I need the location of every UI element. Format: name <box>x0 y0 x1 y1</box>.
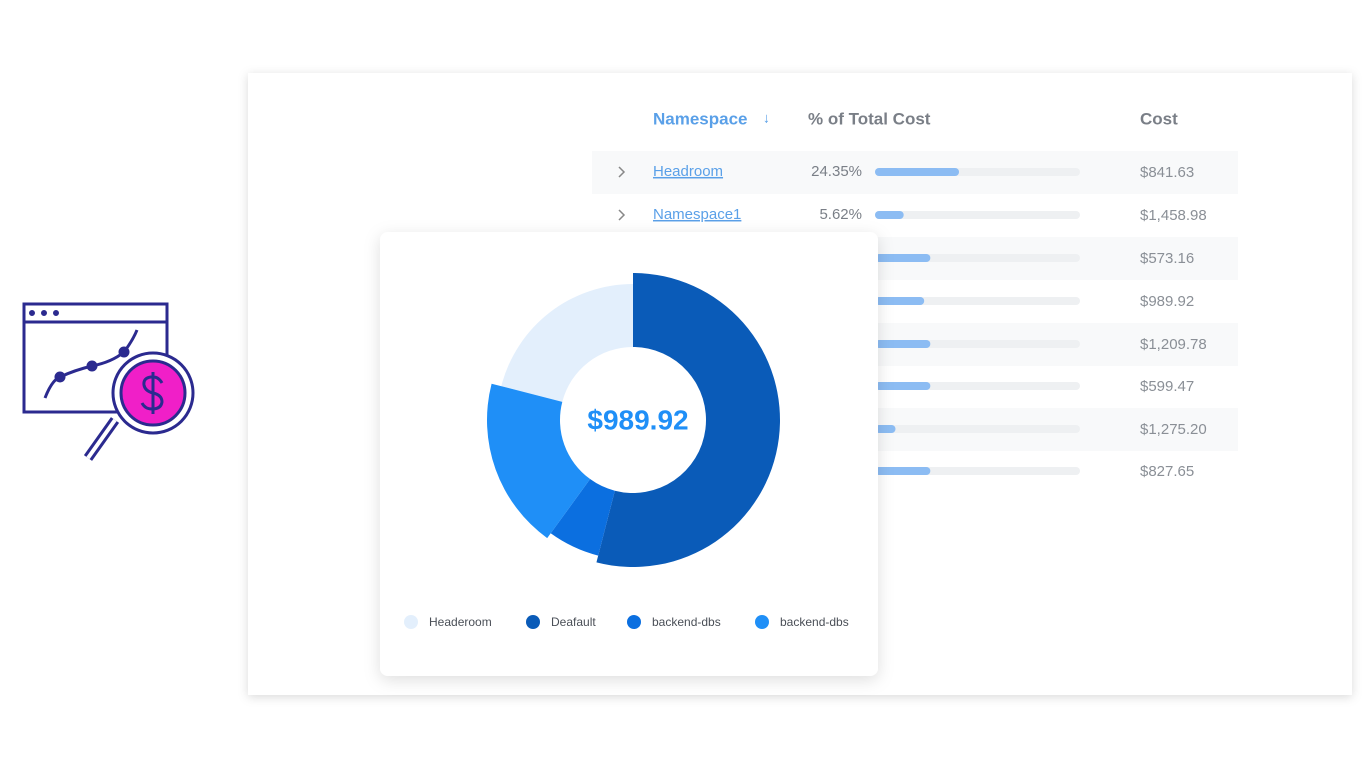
legend-swatch <box>526 615 540 629</box>
legend-swatch <box>755 615 769 629</box>
header-cost: Cost <box>1140 109 1178 128</box>
bar-track <box>875 211 1080 219</box>
sort-icon: ↓ <box>763 110 770 126</box>
header-percent: % of Total Cost <box>808 109 931 128</box>
bar-track <box>875 425 1080 433</box>
donut-slice <box>550 479 615 556</box>
cost: $989.92 <box>1140 293 1194 310</box>
cost: $1,209.78 <box>1140 336 1207 353</box>
cost: $599.47 <box>1140 378 1194 395</box>
donut-slice <box>487 383 591 539</box>
cost: $1,458.98 <box>1140 207 1207 224</box>
percent: 24.35% <box>811 163 862 180</box>
legend-label: backend-dbs <box>652 615 721 629</box>
cost-icon <box>22 302 195 461</box>
legend-label: Deafault <box>551 615 596 629</box>
expand-chevron[interactable] <box>618 166 626 178</box>
bar-fill <box>875 211 904 219</box>
legend-label: Headeroom <box>429 615 492 629</box>
namespace-link[interactable]: Headroom <box>653 163 723 180</box>
bar-fill <box>875 340 931 348</box>
percent: 5.62% <box>819 206 862 223</box>
bar-track <box>875 297 1080 305</box>
cost: $1,275.20 <box>1140 421 1207 438</box>
legend-label: backend-dbs <box>780 615 849 629</box>
bar-fill <box>875 382 931 390</box>
header-namespace[interactable]: Namespace <box>653 109 748 128</box>
bar-fill <box>875 254 931 262</box>
bar-fill <box>875 168 960 176</box>
cost: $841.63 <box>1140 164 1194 181</box>
center-label: $989.92 <box>587 404 688 435</box>
bar-fill <box>875 297 925 305</box>
cost: $827.65 <box>1140 463 1194 480</box>
bar-fill <box>875 425 896 433</box>
cost: $573.16 <box>1140 250 1194 267</box>
donut-chart: $989.92 Headeroom Deafault backend-dbs backe… <box>404 273 849 629</box>
namespace-link[interactable]: Namespace1 <box>653 206 741 223</box>
expand-chevron[interactable] <box>618 209 626 221</box>
bar-fill <box>875 467 931 475</box>
donut-slice <box>501 284 633 402</box>
donut-slice <box>596 273 780 567</box>
legend-swatch <box>404 615 418 629</box>
legend-swatch <box>627 615 641 629</box>
